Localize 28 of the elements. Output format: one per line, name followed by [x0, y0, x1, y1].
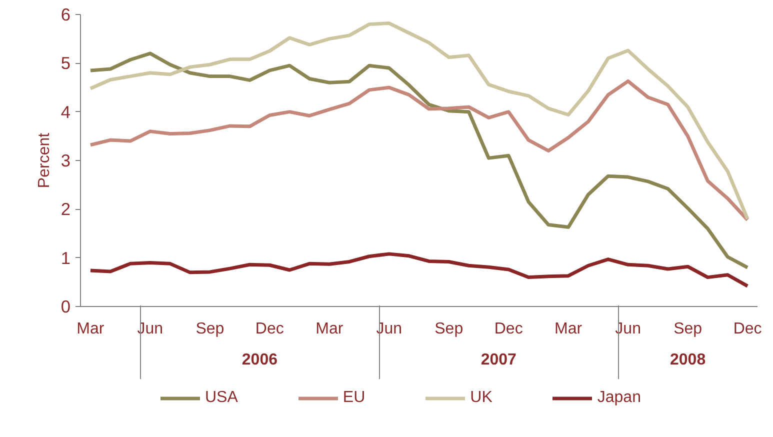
- y-tick-label: 5: [60, 53, 71, 74]
- y-tick-label: 0: [60, 296, 71, 316]
- x-tick-label: Dec: [733, 320, 762, 338]
- y-tick-label: 2: [60, 199, 71, 220]
- x-tick-label: Sep: [434, 320, 464, 338]
- text: 2008: [670, 352, 706, 368]
- x-tick-label: Mar: [316, 320, 344, 338]
- y-tick-label: 4: [60, 102, 71, 122]
- legend-label: EU: [342, 389, 366, 407]
- x-tick-label: Dec: [494, 320, 523, 338]
- y-tick-label: 1: [60, 248, 71, 268]
- y-axis-title: Percent: [36, 132, 53, 188]
- x-tick-label: Mar: [76, 320, 105, 338]
- x-tick-label: Sep: [674, 320, 702, 338]
- y-tick-label: 3: [60, 150, 71, 170]
- legend-label: USA: [205, 389, 238, 407]
- x-tick-label: Sep: [196, 320, 224, 338]
- text: 2006: [242, 352, 278, 368]
- legend-label: UK: [470, 389, 492, 407]
- legend-label: Japan: [597, 389, 641, 407]
- text: 2007: [480, 352, 517, 368]
- x-tick-label: Dec: [255, 320, 284, 338]
- line-series: [88, 79, 750, 222]
- y-tick-label: 6: [60, 4, 71, 24]
- line-series: [88, 52, 750, 270]
- x-tick-label: Mar: [554, 320, 583, 338]
- line-series: [88, 252, 750, 288]
- line-series: [88, 22, 750, 221]
